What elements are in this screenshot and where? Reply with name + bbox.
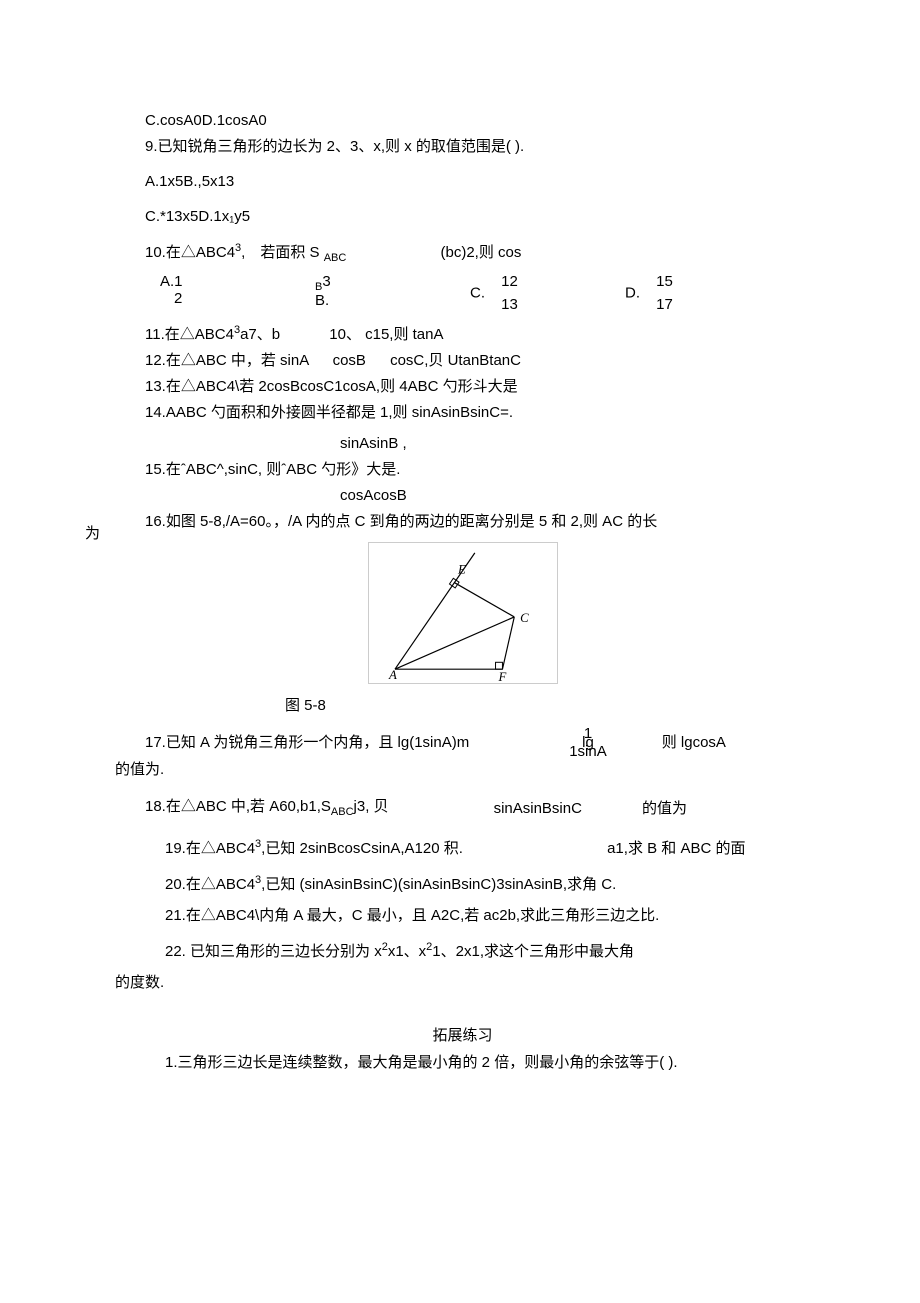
q10-c: (bc)2,则 cos xyxy=(440,242,521,263)
cc-bot: 13 xyxy=(501,297,518,314)
q17-frac: 1 lg 1sinA xyxy=(569,726,607,759)
q20a: 20.在△ABC4 xyxy=(165,876,255,893)
cb-top: 3 xyxy=(322,273,330,290)
cd-label: D. xyxy=(625,285,640,302)
q17-end: 则 lgcosA xyxy=(662,732,726,753)
q14: 14.AABC 勺面积和外接圆半径都是 1,则 sinAsinBsinC=. xyxy=(145,402,780,423)
q15-top: sinAsinB , xyxy=(145,433,780,454)
choice-a: A.1 2 xyxy=(160,274,315,313)
svg-text:C: C xyxy=(520,611,529,625)
q12c: cosC,贝 UtanBtanC xyxy=(390,352,521,369)
ca-bot: 2 xyxy=(160,291,183,308)
q17: 17.已知 A 为锐角三角形一个内角，且 lg(1sinA)m 1 lg 1si… xyxy=(145,726,780,759)
q19-end: a1,求 B 和 ABC 的面 xyxy=(607,838,745,859)
q18-end: 的值为 xyxy=(642,798,687,819)
q11a: 11.在△ABC4 xyxy=(145,326,234,343)
q11b: a7、b xyxy=(240,326,280,343)
extension-title: 拓展练习 xyxy=(145,1025,780,1046)
q18: 18.在△ABC 中,若 A60,b1,SABCj3, 贝 sinAsinBsi… xyxy=(145,796,780,820)
q15-bot: cosAcosB xyxy=(145,485,780,506)
q20b: ,已知 (sinAsinBsinC)(sinAsinBsinC)3sinAsin… xyxy=(261,876,616,893)
cc-top: 12 xyxy=(501,274,518,291)
figure-caption: 图 5-8 xyxy=(145,695,780,716)
q21: 21.在△ABC4\内角 A 最大，C 最小，且 A2C,若 ac2b,求此三角… xyxy=(145,905,780,926)
q17-tail: 的值为. xyxy=(115,759,780,780)
ca-top: A.1 xyxy=(160,274,183,291)
cd-top: 15 xyxy=(656,274,673,291)
svg-text:A: A xyxy=(388,668,397,682)
ext-q1: 1.三角形三边长是连续整数，最大角是最小角的 2 倍，则最小角的余弦等于( ). xyxy=(145,1052,780,1073)
q17a: 17.已知 A 为锐角三角形一个内角，且 lg(1sinA)m xyxy=(145,732,469,753)
q22: 22. 已知三角形的三边长分别为 x2x1、x21、2x1,求这个三角形中最大角 xyxy=(145,940,780,962)
choice-b: B3 B. xyxy=(315,274,470,313)
choice-d: D. 15 17 xyxy=(625,274,780,313)
q12: 12.在△ABC 中，若 sinA cosB cosC,贝 UtanBtanC xyxy=(145,350,780,371)
q19: 19.在△ABC43,已知 2sinBcosCsinA,A120 积. a1,求… xyxy=(145,837,780,859)
q9-ab: A.1x5B.,5x13 xyxy=(145,171,780,192)
q16: 为 16.如图 5-8,/A=60。，/A 内的点 C 到角的两边的距离分别是 … xyxy=(145,511,780,532)
figure-box: E C A F xyxy=(368,542,558,684)
q20: 20.在△ABC43,已知 (sinAsinBsinC)(sinAsinBsin… xyxy=(145,873,780,895)
svg-text:E: E xyxy=(457,563,466,577)
figure-svg: E C A F xyxy=(369,543,557,683)
q13: 13.在△ABC4\若 2cosBcosC1cosA,则 4ABC 勺形斗大是 xyxy=(145,376,780,397)
q17-bot: 1sinA xyxy=(569,744,607,759)
q22-tail: 的度数. xyxy=(115,972,780,993)
q16-wei: 为 xyxy=(85,523,100,544)
svg-text:F: F xyxy=(497,670,506,683)
q16a: 16.如图 5-8,/A=60。，/A 内的点 C 到角的两边的距离分别是 5 … xyxy=(145,513,657,530)
q12b: cosB xyxy=(333,352,366,369)
figure-5-8: E C A F xyxy=(145,542,780,689)
q-cd-line: C.cosA0D.1cosA0 xyxy=(145,110,780,131)
q11: 11.在△ABC43a7、b 10、 c15,则 tanA xyxy=(145,323,780,345)
cb-bot: B. xyxy=(315,293,331,310)
q9-cd: C.*13x5D.1x₁y5 xyxy=(145,206,780,227)
q19a: 19.在△ABC4 xyxy=(165,840,255,857)
q18-mid: sinAsinBsinC xyxy=(494,798,582,819)
q15: 15.在ˆABC^,sinC, 则ˆABC 勺形》大是. xyxy=(145,459,780,480)
q22a: 22. 已知三角形的三边长分别为 x xyxy=(165,943,382,960)
q10: 10.在△ABC43, 若面积 S ABC (bc)2,则 cos xyxy=(145,241,780,266)
choice-c: C. 12 13 xyxy=(470,274,625,313)
q10-b: , 若面积 S xyxy=(241,244,324,261)
q10-sub: ABC xyxy=(324,252,347,264)
q10-a: 10.在△ABC4 xyxy=(145,244,235,261)
cd-bot: 17 xyxy=(656,297,673,314)
q10-choices: A.1 2 B3 B. C. 12 13 D. 15 17 xyxy=(145,274,780,313)
cc-label: C. xyxy=(470,285,485,302)
q18a: 18.在△ABC 中,若 A60,b1,SABCj3, 贝 xyxy=(145,796,389,820)
q12a: 12.在△ABC 中，若 sinA xyxy=(145,352,308,369)
q19b: ,已知 2sinBcosCsinA,A120 积. xyxy=(261,840,463,857)
q11c: 10、 c15,则 tanA xyxy=(329,326,443,343)
q9: 9.已知锐角三角形的边长为 2、3、x,则 x 的取值范围是( ). xyxy=(145,136,780,157)
